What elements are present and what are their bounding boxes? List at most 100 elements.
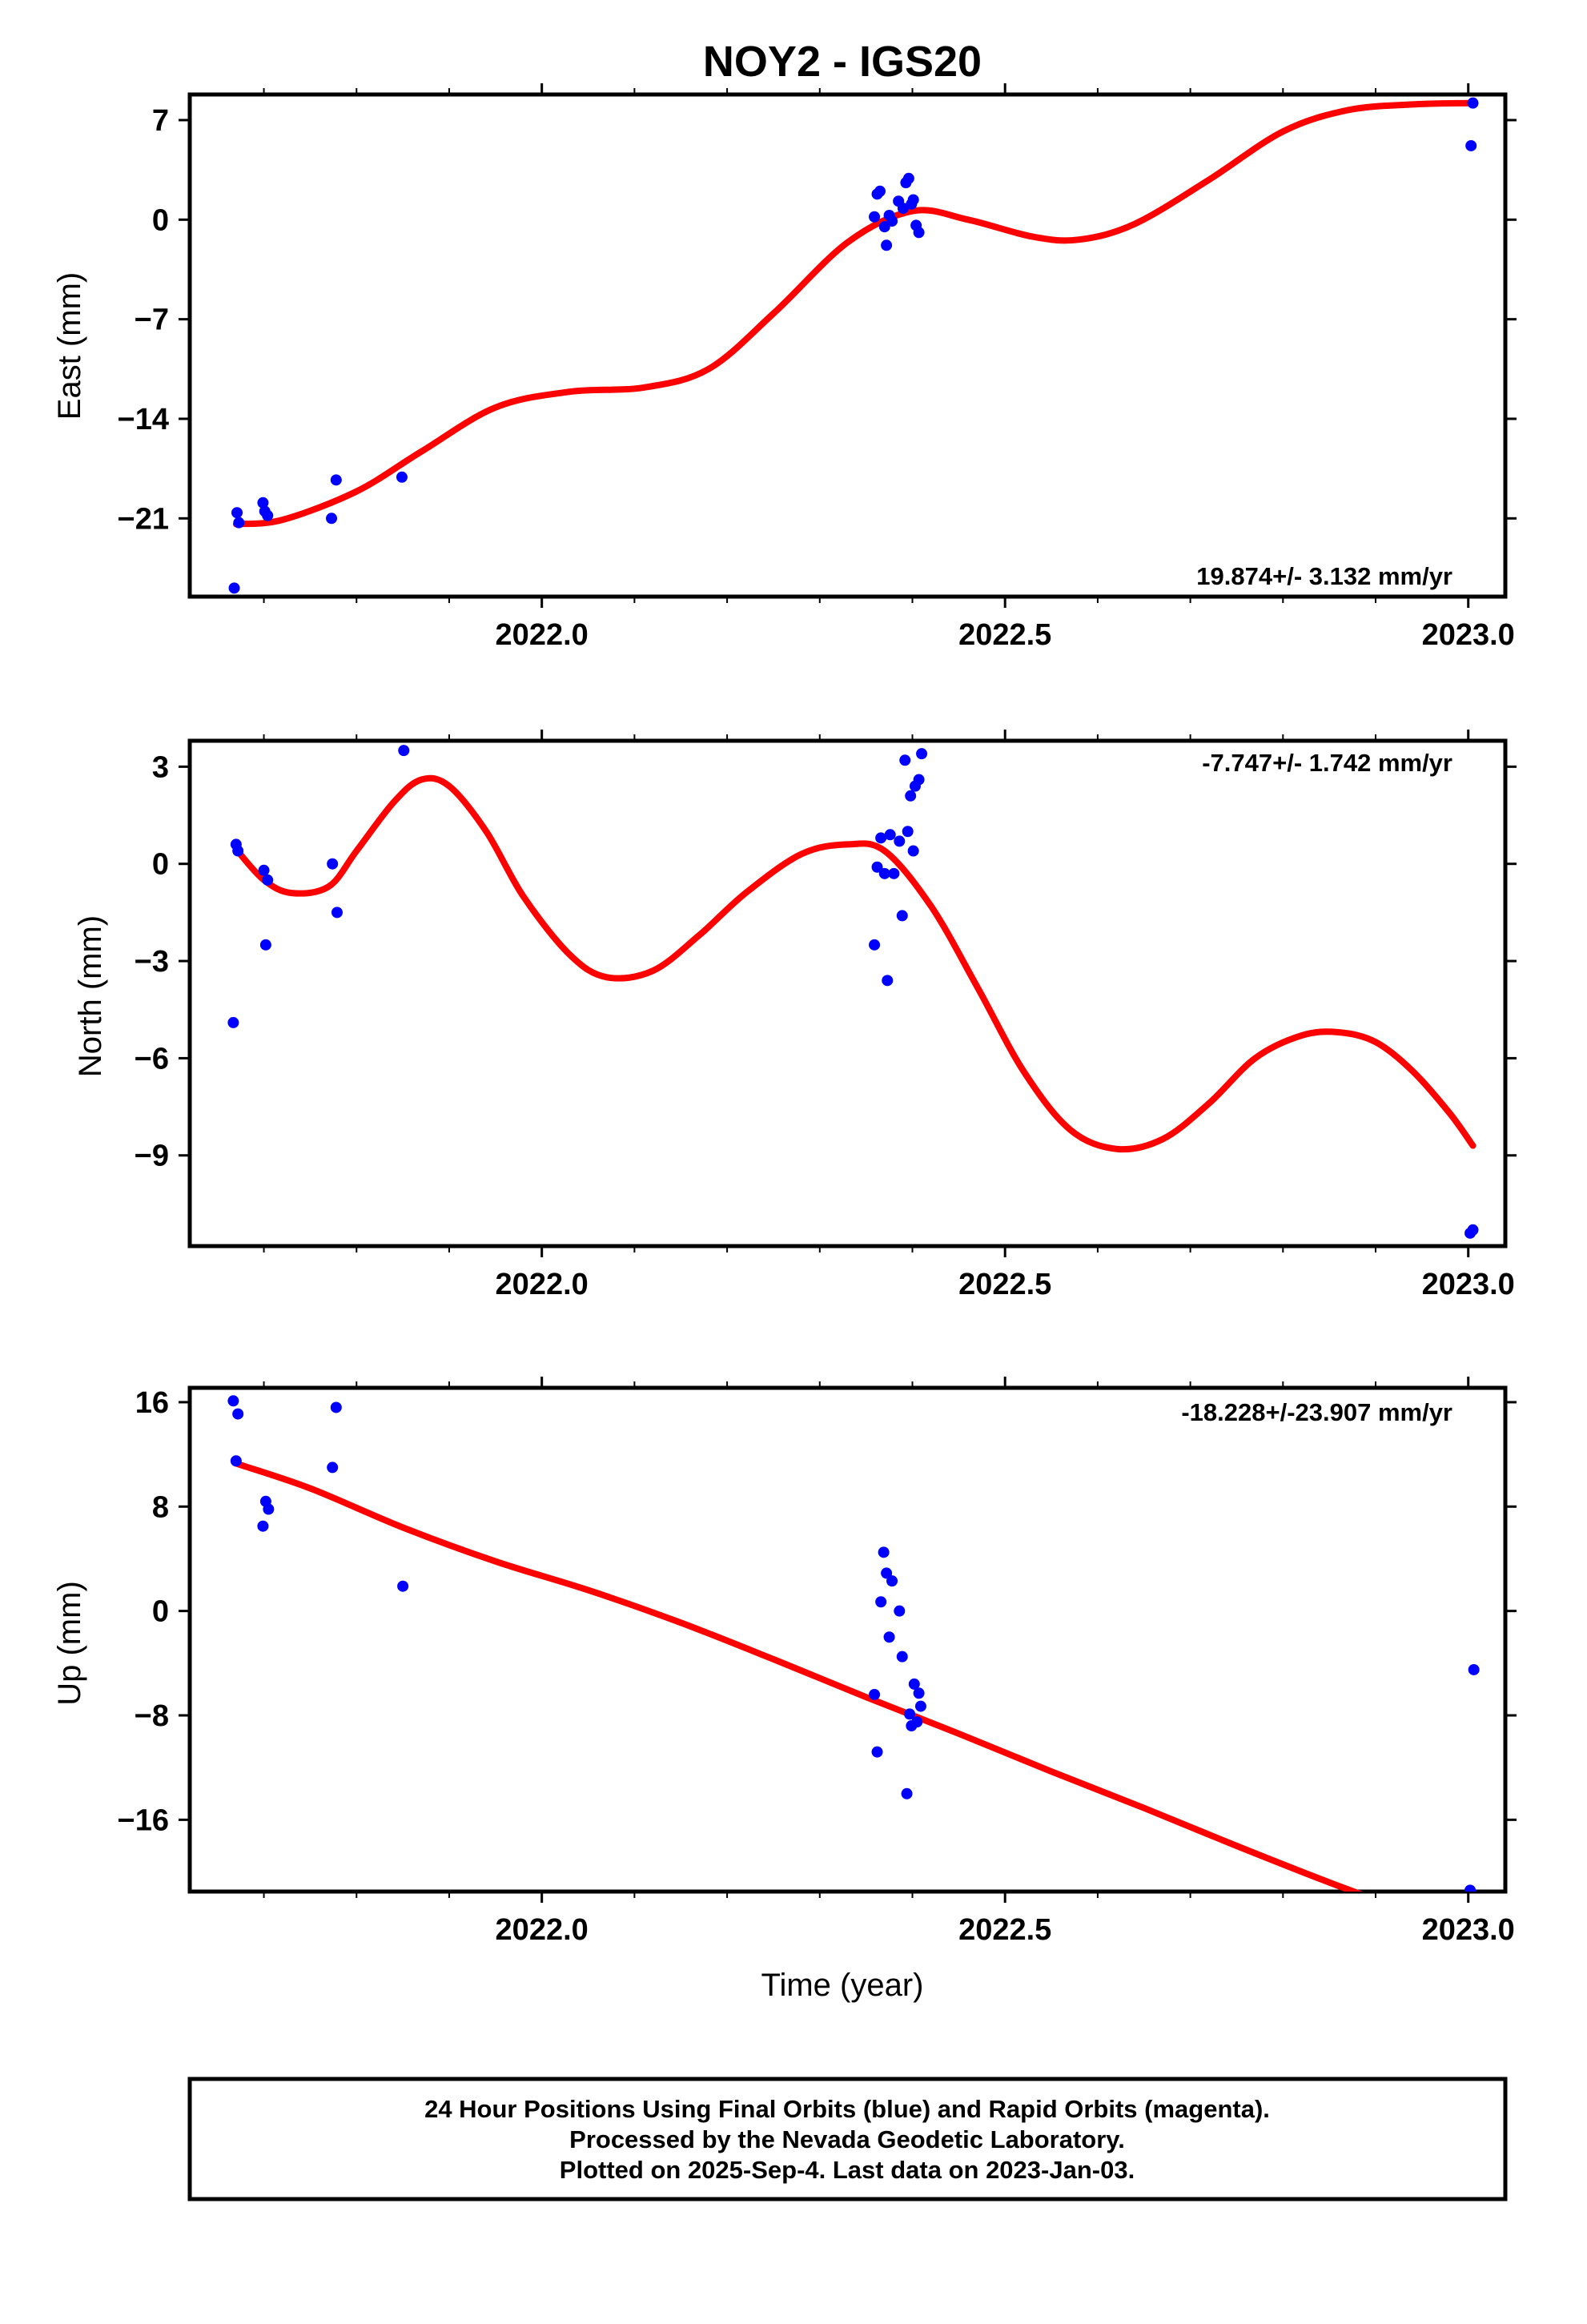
up-data-point [896,1651,908,1663]
north-frame [187,738,1508,1248]
east-data-point [897,203,909,215]
north-data-point [913,774,925,786]
north-data-layer [227,745,1479,1239]
footer-line-3: Plotted on 2025-Sep-4. Last data on 2023… [560,2156,1135,2184]
up-data-point [913,1687,925,1699]
up-rate-label: -18.228+/-23.907 mm/yr [1181,1398,1452,1426]
north-data-point [258,864,270,876]
north-data-point [902,826,914,838]
up-y-tick-label: −16 [118,1803,169,1837]
up-data-point [230,1455,242,1467]
north-data-point [878,867,890,879]
east-data-point [326,513,338,525]
footer-frame [187,2077,1508,2201]
east-data-point [257,497,269,509]
north-x-tick-label: 2022.0 [496,1268,589,1301]
up-data-point [263,1503,275,1515]
up-data-point [904,1708,916,1720]
up-fit-line [232,1460,1364,1892]
north-plot-area: 3 0 −3 −6 −9 2022.0 2022.5 2023.0 [135,730,1517,1301]
east-x-tick-label: 2023.0 [1422,618,1515,652]
north-panel: 3 0 −3 −6 −9 2022.0 2022.5 2023.0 North (mm) -7… [73,730,1517,1301]
up-data-point [875,1596,887,1608]
north-data-point [916,748,928,760]
east-data-point [262,509,274,521]
east-frame [187,92,1508,599]
east-data-point [881,239,893,251]
up-y-tick-label: 8 [152,1490,169,1524]
north-y-tick-label: −6 [135,1042,169,1076]
east-data-point [913,227,925,239]
up-data-point [878,1546,890,1558]
up-data-point [871,1746,883,1758]
north-data-point [875,832,887,844]
up-data-point [883,1631,895,1643]
up-data-point [869,1688,881,1700]
up-plot-area: 16 8 0 −8 −16 2022.0 2022.5 2023.0 [118,1377,1517,1947]
north-y-tick-label: 0 [152,848,169,882]
up-data-point [397,1580,409,1592]
east-data-point [907,194,919,206]
north-data-point [907,845,919,857]
north-data-point [398,745,410,757]
north-data-point [888,867,900,879]
east-y-tick-label: 0 [152,203,169,237]
up-data-point [911,1716,923,1728]
north-data-point [894,835,906,847]
footer-line-1: 24 Hour Positions Using Final Orbits (bl… [424,2095,1270,2123]
north-data-point [899,754,911,766]
up-data-point [1464,1884,1477,1892]
north-data-point [262,874,274,886]
north-data-point [331,907,343,919]
up-data-point [881,1567,893,1579]
up-data-point [914,1700,926,1712]
north-data-point [259,939,271,951]
east-data-point [396,471,408,483]
east-y-tick-label: 7 [152,104,169,138]
east-rate-label: 19.874+/- 3.132 mm/yr [1196,562,1452,590]
north-y-tick-label: −3 [135,945,169,979]
east-data-point [886,215,898,227]
up-data-point [1468,1663,1480,1675]
north-y-tick-label: −9 [135,1140,169,1173]
up-y-tick-label: 0 [152,1595,169,1629]
east-data-point [231,507,243,519]
north-y-tick-label: 3 [152,750,169,784]
up-data-point [330,1401,342,1413]
east-data-point [874,185,886,197]
north-y-axis-label: North (mm) [73,915,108,1077]
up-y-tick-label: 16 [135,1386,169,1420]
up-data-layer [227,1395,1480,1892]
east-plot-area: 7 0 −7 −14 −21 2022.0 2022.5 2023.0 [118,83,1517,652]
east-data-layer [228,97,1479,594]
up-data-point [901,1787,913,1799]
north-rate-label: -7.747+/- 1.742 mm/yr [1202,749,1452,777]
east-y-tick-label: −21 [118,502,169,536]
north-data-point [884,829,896,841]
east-data-point [902,172,914,184]
up-data-point [327,1462,339,1474]
up-x-tick-label: 2022.5 [958,1913,1051,1947]
up-data-point [908,1678,920,1690]
north-data-point [871,861,883,873]
east-data-point [330,474,342,486]
up-data-point [232,1408,244,1420]
east-y-axis-label: East (mm) [52,272,87,420]
up-y-tick-label: −8 [135,1699,169,1733]
east-data-point [228,582,240,594]
east-data-point [1467,97,1479,109]
north-data-point [905,790,917,802]
up-data-point [894,1605,906,1617]
east-panel: 7 0 −7 −14 −21 2022.0 2022.5 2023.0 East (mm) 1… [52,83,1517,652]
north-data-point [882,975,894,987]
east-x-tick-label: 2022.0 [496,618,589,652]
up-x-tick-label: 2022.0 [496,1913,589,1947]
up-data-point [257,1520,269,1532]
up-data-point [886,1575,898,1587]
north-data-point [327,858,339,870]
east-y-tick-label: −7 [135,304,169,337]
north-data-point [232,845,244,857]
north-x-tick-label: 2022.5 [958,1268,1051,1301]
north-data-point [896,910,908,922]
